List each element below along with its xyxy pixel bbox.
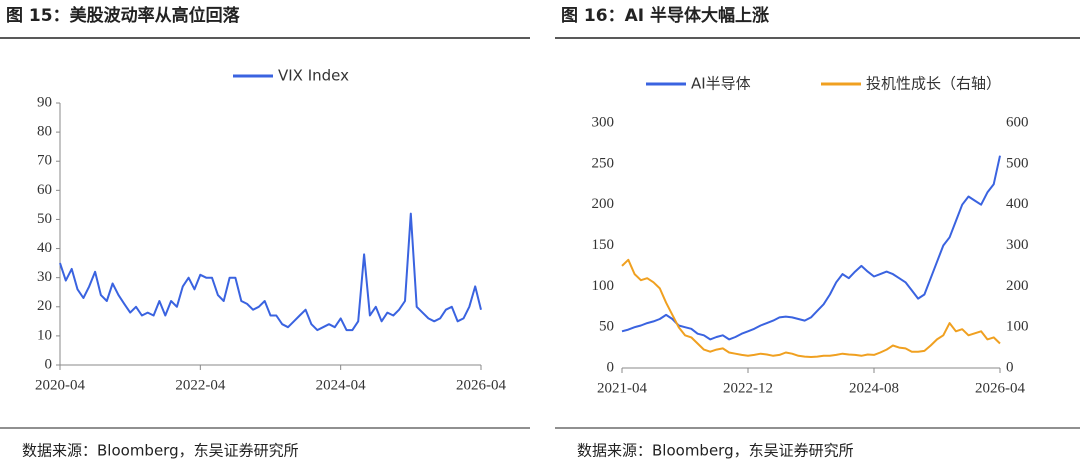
y-tick-label: 10: [37, 327, 52, 343]
y-tick-label: 80: [37, 124, 52, 140]
legend-label: 投机性成长（右轴）: [866, 75, 1001, 93]
source: 数据来源：Bloomberg，东吴证券研究所: [22, 442, 299, 460]
x-tick-label: 2024-04: [316, 377, 366, 393]
chart-title: 图 15：美股波动率从高位回落: [6, 5, 241, 26]
y-tick-label: 70: [37, 153, 52, 169]
y-tick-label: 40: [37, 240, 52, 256]
y-tick-label: 250: [592, 155, 615, 171]
series-line: [59, 212, 482, 332]
y-tick-label: 300: [592, 114, 615, 130]
series-line: [621, 258, 1001, 358]
x-tick-label: 2022-12: [723, 380, 773, 396]
y-tick-label: 0: [45, 356, 53, 372]
chart-title: 图 16：AI 半导体大幅上涨: [561, 5, 769, 26]
legend-label: AI半导体: [691, 75, 751, 93]
y2-tick-label: 0: [1006, 359, 1014, 375]
x-tick-label: 2022-04: [175, 377, 225, 393]
x-tick-label: 2024-08: [849, 380, 899, 396]
y-tick-label: 30: [37, 269, 52, 285]
y2-tick-label: 400: [1006, 196, 1029, 212]
source: 数据来源：Bloomberg，东吴证券研究所: [577, 442, 854, 460]
y-tick-label: 20: [37, 298, 52, 314]
series-line: [621, 155, 1001, 341]
y2-tick-label: 300: [1006, 237, 1029, 253]
x-tick-label: 2026-04: [456, 377, 506, 393]
x-tick-label: 2021-04: [597, 380, 647, 396]
y-tick-label: 0: [607, 359, 615, 375]
y-tick-label: 100: [592, 278, 615, 294]
y-tick-label: 50: [37, 211, 52, 227]
x-tick-label: 2020-04: [35, 377, 85, 393]
y2-tick-label: 600: [1006, 114, 1029, 130]
y2-tick-label: 100: [1006, 319, 1029, 335]
y2-tick-label: 200: [1006, 278, 1029, 294]
y-tick-label: 200: [592, 196, 615, 212]
x-tick-label: 2026-04: [975, 380, 1025, 396]
legend-label: VIX Index: [278, 67, 349, 85]
y-tick-label: 50: [599, 319, 614, 335]
y-tick-label: 150: [592, 237, 615, 253]
y2-tick-label: 500: [1006, 155, 1029, 171]
y-tick-label: 90: [37, 94, 52, 110]
y-tick-label: 60: [37, 182, 52, 198]
